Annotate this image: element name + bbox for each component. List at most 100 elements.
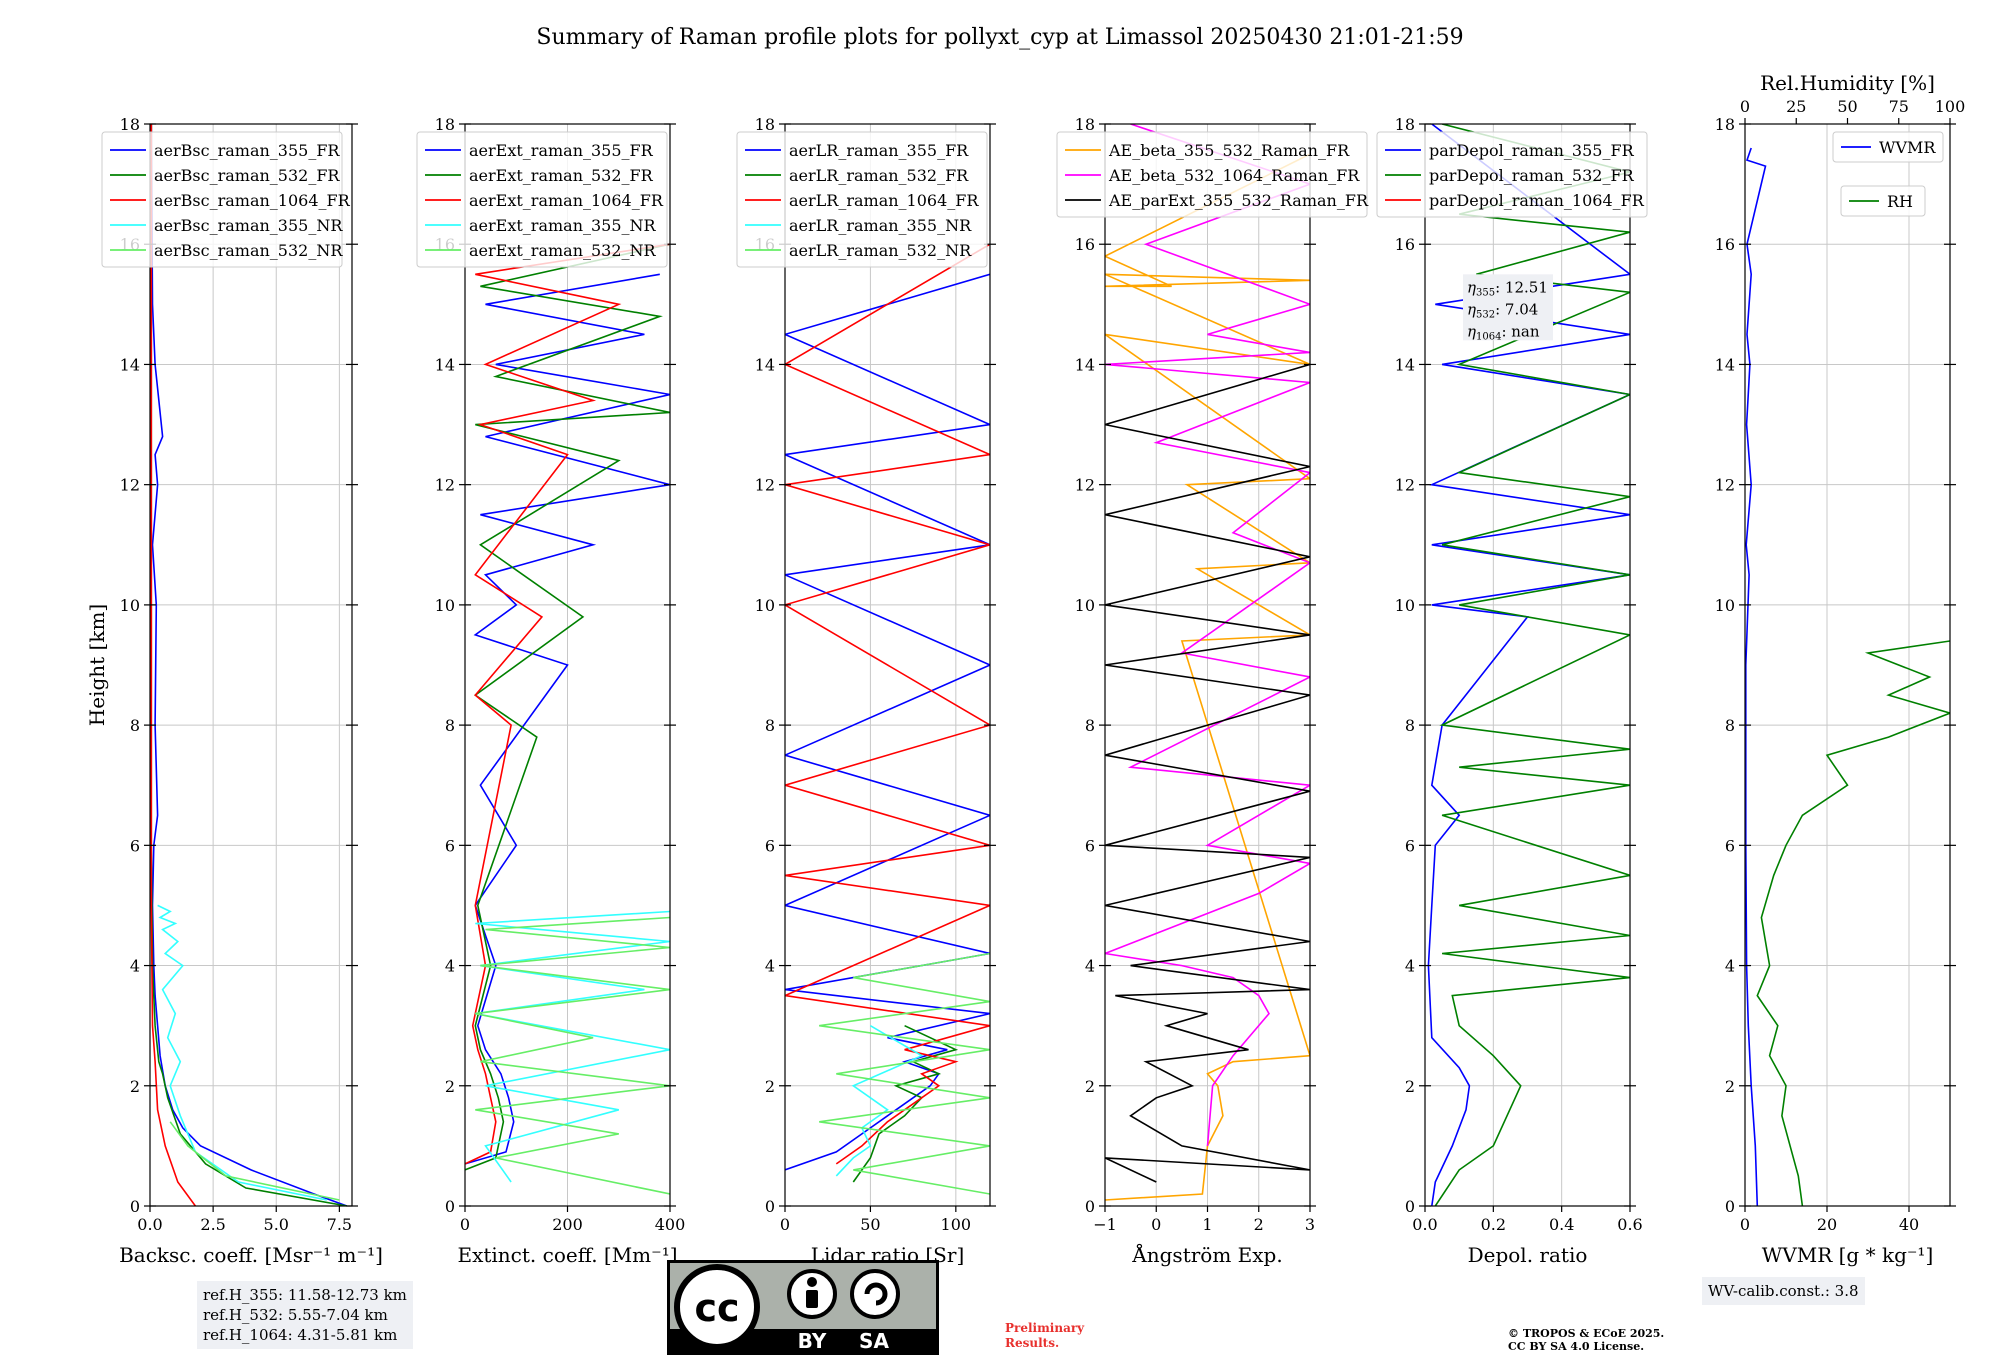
y-tick-label: 6 bbox=[445, 836, 455, 855]
preliminary-line-2: Results. bbox=[1005, 1336, 1060, 1350]
wv-calib-box: WV-calib.const.: 3.8 bbox=[1702, 1277, 1865, 1305]
x-tick-label: 0 bbox=[780, 1215, 790, 1234]
y-tick-label: 12 bbox=[1075, 476, 1095, 495]
y-tick-label: 18 bbox=[1395, 115, 1415, 134]
axes-frame bbox=[149, 123, 353, 1207]
x-tick-label: −1 bbox=[1093, 1215, 1117, 1234]
x-tick-label: 0 bbox=[460, 1215, 470, 1234]
top-x-tick-label: 50 bbox=[1837, 97, 1857, 116]
y-tick-label: 8 bbox=[1725, 716, 1735, 735]
legend-label: AE_parExt_355_532_Raman_FR bbox=[1108, 191, 1369, 210]
axes-frame bbox=[1744, 123, 1951, 1207]
series-aerExt_raman_532_NR bbox=[475, 916, 670, 1195]
x-tick-label: 400 bbox=[655, 1215, 686, 1234]
y-tick-label: 6 bbox=[765, 836, 775, 855]
series-aerExt_raman_355_NR bbox=[475, 910, 670, 1183]
y-tick-label: 4 bbox=[1085, 957, 1095, 976]
y-tick-label: 4 bbox=[445, 957, 455, 976]
legend-label: aerExt_raman_1064_FR bbox=[469, 191, 664, 210]
legend-label: WVMR bbox=[1879, 138, 1936, 157]
x-axis-label: Extinct. coeff. [Mm⁻¹] bbox=[457, 1243, 677, 1267]
y-tick-label: 0 bbox=[1405, 1197, 1415, 1216]
legend-label: AE_beta_355_532_Raman_FR bbox=[1108, 141, 1350, 160]
legend-label: AE_beta_532_1064_Raman_FR bbox=[1108, 166, 1360, 185]
legend-label: aerExt_raman_355_NR bbox=[469, 216, 657, 235]
legend-box bbox=[736, 131, 988, 268]
y-tick-label: 14 bbox=[120, 355, 140, 374]
legend-label: aerBsc_raman_355_NR bbox=[154, 216, 343, 235]
y-tick-label: 10 bbox=[120, 596, 140, 615]
x-tick-label: 0 bbox=[1151, 1215, 1161, 1234]
y-tick-label: 0 bbox=[130, 1197, 140, 1216]
copyright-note: © TROPOS & ECoE 2025. CC BY SA 4.0 Licen… bbox=[1508, 1327, 1664, 1353]
y-tick-label: 2 bbox=[445, 1077, 455, 1096]
y-tick-label: 14 bbox=[1395, 355, 1415, 374]
y-tick-label: 6 bbox=[1085, 836, 1095, 855]
x-tick-label: 1 bbox=[1202, 1215, 1212, 1234]
y-tick-label: 14 bbox=[435, 355, 455, 374]
legend-label: aerBsc_raman_532_NR bbox=[154, 241, 343, 260]
y-tick-label: 0 bbox=[445, 1197, 455, 1216]
series-AE_beta_532_1064_Raman_FR bbox=[1105, 124, 1310, 1146]
y-tick-label: 2 bbox=[1405, 1077, 1415, 1096]
x-tick-label: 0.6 bbox=[1617, 1215, 1642, 1234]
series-AE_parExt_355_532_Raman_FR bbox=[1105, 363, 1310, 1183]
x-tick-label: 2.5 bbox=[200, 1215, 225, 1234]
series-group bbox=[1745, 147, 1950, 1206]
figure-title: Summary of Raman profile plots for polly… bbox=[536, 25, 1463, 50]
y-tick-label: 4 bbox=[765, 957, 775, 976]
y-axis-label: Height [km] bbox=[85, 604, 109, 726]
panel-ext: 0246810121416180200400Extinct. coeff. [M… bbox=[416, 115, 686, 1267]
copyright-line-1: © TROPOS & ECoE 2025. bbox=[1508, 1327, 1665, 1340]
legend-label: aerLR_raman_355_FR bbox=[789, 141, 969, 160]
legend-label: parDepol_raman_532_FR bbox=[1429, 166, 1635, 185]
y-tick-label: 10 bbox=[755, 596, 775, 615]
y-tick-label: 0 bbox=[765, 1197, 775, 1216]
by-label: BY bbox=[798, 1329, 827, 1353]
legend-label: aerBsc_raman_1064_FR bbox=[154, 191, 351, 210]
x-axis-label: Ångström Exp. bbox=[1131, 1242, 1282, 1267]
ref-height-355: ref.H_355: 11.58-12.73 km bbox=[203, 1286, 407, 1304]
series-RH bbox=[1756, 640, 1950, 1206]
series-group bbox=[785, 243, 990, 1195]
y-tick-label: 8 bbox=[130, 716, 140, 735]
y-tick-label: 18 bbox=[1715, 115, 1735, 134]
y-tick-label: 2 bbox=[765, 1077, 775, 1096]
legend-label: aerLR_raman_1064_FR bbox=[789, 191, 979, 210]
series-aerLR_raman_532_NR bbox=[819, 952, 990, 1195]
legend-label: parDepol_raman_355_FR bbox=[1429, 141, 1635, 160]
y-tick-label: 18 bbox=[755, 115, 775, 134]
series-aerExt_raman_1064_FR bbox=[465, 243, 670, 1165]
series-aerBsc_raman_532_NR bbox=[169, 1121, 340, 1201]
x-axis-label: Backsc. coeff. [Msr⁻¹ m⁻¹] bbox=[119, 1243, 383, 1267]
series-aerExt_raman_532_FR bbox=[465, 243, 670, 1171]
legend-label: aerLR_raman_355_NR bbox=[789, 216, 972, 235]
axes-frame bbox=[1424, 123, 1631, 1207]
y-tick-label: 18 bbox=[435, 115, 455, 134]
x-tick-label: 40 bbox=[1899, 1215, 1919, 1234]
series-parDepol_raman_532_FR bbox=[1434, 124, 1630, 1206]
ref-height-1064: ref.H_1064: 4.31-5.81 km bbox=[203, 1326, 398, 1344]
legend-box bbox=[1056, 131, 1368, 218]
legend-box bbox=[1840, 185, 1926, 217]
preliminary-line-1: Preliminary bbox=[1005, 1321, 1085, 1335]
wv-calib-text: WV-calib.const.: 3.8 bbox=[1708, 1282, 1859, 1300]
series-aerExt_raman_355_FR bbox=[465, 273, 670, 1165]
panel-depol: 0 2 4 6 8 10 12 14 16 18 0.0 0.2 0.4 0.6 Depol. ratio p… bbox=[1376, 115, 1648, 1267]
y-tick-label: 14 bbox=[755, 355, 775, 374]
y-tick-label: 8 bbox=[445, 716, 455, 735]
x-tick-label: 5.0 bbox=[264, 1215, 289, 1234]
sa-icon bbox=[850, 1269, 900, 1319]
panel-wv: 0 2 4 6 8 10 12 14 16 18 0 20 40 WVMR [g * kg⁻¹] 0 25 50… bbox=[1715, 71, 1966, 1267]
series-WVMR bbox=[1745, 147, 1767, 1206]
x-tick-label: 3 bbox=[1305, 1215, 1315, 1234]
y-tick-label: 16 bbox=[1715, 235, 1735, 254]
x-axis-label: WVMR [g * kg⁻¹] bbox=[1762, 1243, 1934, 1267]
y-tick-label: 4 bbox=[130, 957, 140, 976]
y-tick-label: 12 bbox=[1395, 476, 1415, 495]
x-tick-label: 50 bbox=[860, 1215, 880, 1234]
x-tick-label: 100 bbox=[941, 1215, 972, 1234]
series-group bbox=[465, 243, 670, 1195]
legend-box bbox=[101, 131, 343, 268]
series-aerBsc_raman_532_FR bbox=[150, 124, 348, 1206]
